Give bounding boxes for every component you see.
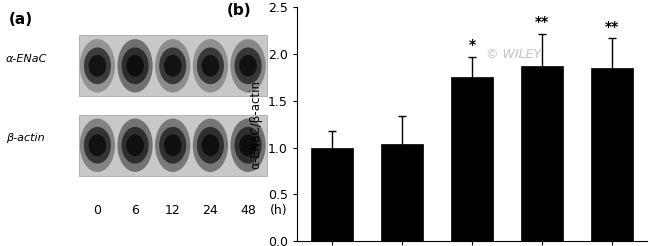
Text: α-ENaC: α-ENaC (6, 54, 47, 64)
Ellipse shape (193, 119, 228, 172)
Text: 0: 0 (94, 204, 101, 217)
Ellipse shape (231, 119, 266, 172)
Ellipse shape (235, 127, 261, 164)
Text: 48: 48 (240, 204, 256, 217)
Ellipse shape (239, 55, 257, 77)
Ellipse shape (193, 39, 228, 92)
Text: β-actin: β-actin (6, 133, 45, 143)
Bar (79, 115, 267, 176)
Bar (451, 77, 493, 241)
Ellipse shape (122, 127, 149, 164)
Ellipse shape (84, 127, 111, 164)
Ellipse shape (126, 134, 144, 156)
Ellipse shape (197, 127, 224, 164)
Bar (79, 35, 267, 96)
Ellipse shape (118, 119, 153, 172)
Ellipse shape (235, 47, 261, 84)
Bar (311, 148, 353, 241)
Text: *: * (468, 38, 475, 52)
Ellipse shape (239, 134, 257, 156)
Ellipse shape (88, 134, 106, 156)
Text: (a): (a) (8, 12, 32, 27)
Ellipse shape (159, 47, 187, 84)
Ellipse shape (164, 134, 181, 156)
Ellipse shape (155, 39, 190, 92)
Ellipse shape (84, 47, 111, 84)
Ellipse shape (159, 127, 187, 164)
Ellipse shape (126, 55, 144, 77)
Ellipse shape (155, 119, 190, 172)
Ellipse shape (231, 39, 266, 92)
Ellipse shape (122, 47, 149, 84)
Text: (b): (b) (227, 3, 252, 18)
Text: **: ** (535, 15, 549, 29)
Bar (591, 68, 632, 241)
Ellipse shape (80, 119, 115, 172)
Text: (h): (h) (270, 204, 287, 217)
Y-axis label: α-ENaC/β-actin: α-ENaC/β-actin (250, 80, 263, 169)
Ellipse shape (197, 47, 224, 84)
Ellipse shape (202, 134, 219, 156)
Text: 12: 12 (165, 204, 181, 217)
Text: 24: 24 (203, 204, 218, 217)
Text: 6: 6 (131, 204, 139, 217)
Ellipse shape (164, 55, 181, 77)
Bar (521, 66, 563, 241)
Text: © WILEY: © WILEY (486, 48, 541, 61)
Text: **: ** (604, 19, 619, 33)
Ellipse shape (88, 55, 106, 77)
Ellipse shape (118, 39, 153, 92)
Ellipse shape (202, 55, 219, 77)
Ellipse shape (80, 39, 115, 92)
Bar (381, 144, 423, 241)
